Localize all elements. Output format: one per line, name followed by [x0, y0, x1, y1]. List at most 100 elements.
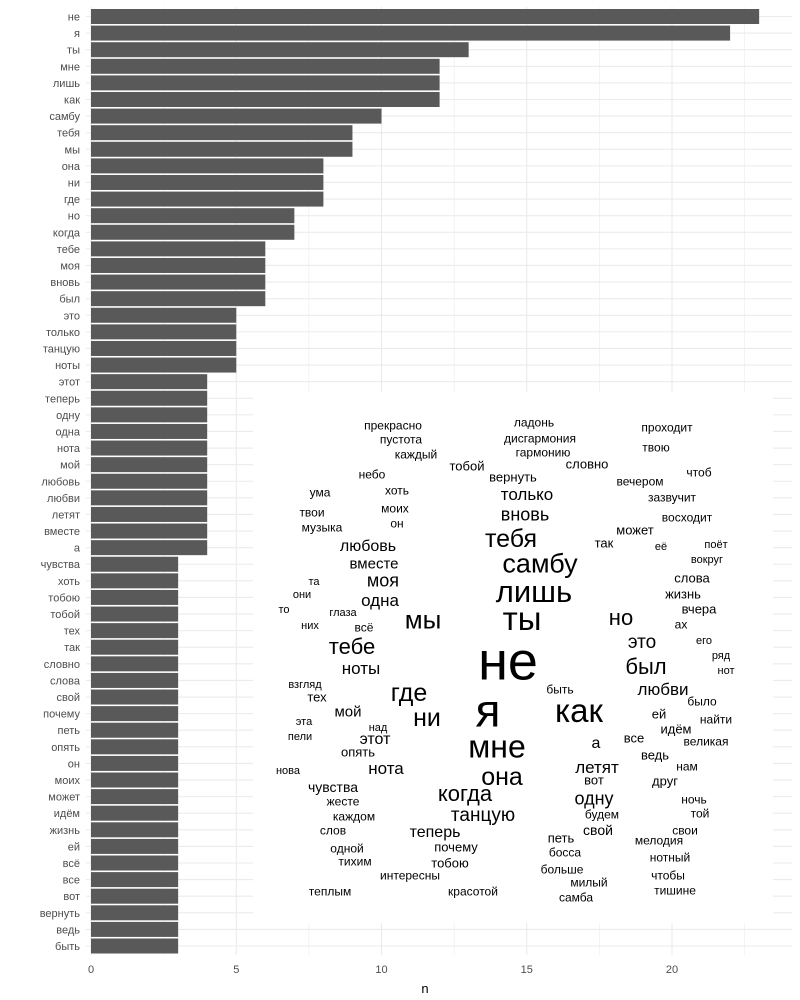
- bar-моих: [91, 772, 179, 788]
- bar-ноты: [91, 357, 237, 373]
- cloud-word: мне: [468, 729, 525, 765]
- cloud-word: ей: [652, 707, 667, 722]
- cloud-word: тихим: [338, 854, 371, 868]
- cloud-word: одной: [330, 841, 363, 855]
- cloud-word: нам: [676, 759, 698, 773]
- bar-словно: [91, 656, 179, 672]
- y-tick-label: петь: [58, 725, 81, 737]
- y-tick-label: жизнь: [50, 825, 81, 837]
- cloud-word: идём: [660, 722, 691, 737]
- x-tick-label: 0: [88, 964, 94, 976]
- bar-тобою: [91, 589, 179, 605]
- y-tick-label: свой: [57, 692, 80, 704]
- bar-тобой: [91, 606, 179, 622]
- cloud-word: слов: [320, 823, 346, 837]
- y-tick-label: ни: [68, 177, 80, 189]
- bar-не: [91, 9, 760, 24]
- y-tick-label: так: [64, 642, 80, 654]
- cloud-word: вчера: [682, 602, 718, 617]
- cloud-word: твои: [299, 505, 324, 519]
- cloud-word: её: [655, 541, 667, 553]
- cloud-word: гармонию: [516, 445, 571, 459]
- cloud-word: всё: [355, 620, 374, 634]
- cloud-word: поёт: [704, 539, 727, 551]
- cloud-word: музыка: [302, 520, 343, 534]
- cloud-word: тех: [307, 690, 327, 705]
- cloud-word: когда: [438, 781, 493, 806]
- bar-лишь: [91, 75, 440, 91]
- cloud-word: все: [624, 731, 645, 746]
- bar-любовь: [91, 473, 208, 489]
- y-tick-label: я: [74, 28, 80, 40]
- cloud-word: теплым: [309, 884, 351, 898]
- cloud-word: прекрасно: [364, 418, 422, 432]
- cloud-word: ноты: [342, 659, 380, 678]
- bar-моя: [91, 257, 266, 273]
- y-tick-label: словно: [44, 659, 80, 671]
- x-axis-ticks: 0 5 10 15 20: [88, 964, 678, 976]
- y-axis-labels: неятымнелишькаксамбутебямыонанигденокогд…: [40, 12, 81, 954]
- cloud-word: босса: [549, 845, 582, 859]
- y-tick-label: когда: [53, 227, 81, 239]
- cloud-word: не: [478, 631, 538, 691]
- bar-теперь: [91, 390, 208, 406]
- cloud-word: теперь: [410, 824, 461, 841]
- cloud-word: каждый: [395, 447, 438, 461]
- y-tick-label: быть: [55, 941, 80, 953]
- cloud-word: я: [476, 685, 501, 737]
- bar-как: [91, 91, 440, 107]
- y-tick-label: танцую: [43, 343, 80, 355]
- y-tick-label: мой: [60, 460, 80, 472]
- cloud-word: вечером: [616, 474, 663, 488]
- cloud-word: проходит: [641, 420, 693, 434]
- y-tick-label: тобою: [48, 592, 80, 604]
- x-axis-label: n: [421, 981, 428, 996]
- cloud-word: может: [616, 523, 654, 538]
- cloud-word: той: [691, 806, 710, 820]
- cloud-word: был: [625, 654, 666, 679]
- cloud-word: зазвучит: [648, 490, 697, 504]
- bar-самбу: [91, 108, 382, 124]
- bar-а: [91, 540, 208, 556]
- cloud-word: жизнь: [665, 587, 701, 602]
- cloud-word: мы: [405, 604, 442, 634]
- cloud-word: чувства: [308, 779, 358, 795]
- cloud-word: твою: [642, 440, 669, 454]
- cloud-word: над: [369, 722, 388, 734]
- cloud-word: дисгармония: [504, 431, 576, 445]
- y-tick-label: самбу: [49, 111, 80, 123]
- bar-чувства: [91, 556, 179, 572]
- cloud-word: слова: [674, 571, 710, 586]
- y-tick-label: моя: [60, 260, 80, 272]
- cloud-word: интересны: [380, 868, 440, 882]
- bar-вместе: [91, 523, 208, 539]
- y-tick-label: ноты: [55, 360, 80, 372]
- cloud-word: ума: [310, 485, 331, 499]
- cloud-word: летят: [575, 758, 619, 777]
- bar-мне: [91, 58, 440, 74]
- cloud-word: она: [481, 763, 523, 791]
- y-tick-label: все: [63, 875, 80, 887]
- cloud-word: найти: [700, 712, 732, 726]
- y-tick-label: только: [46, 327, 80, 339]
- cloud-word: то: [278, 604, 289, 616]
- bar-всё: [91, 855, 179, 871]
- y-tick-label: любви: [47, 493, 80, 505]
- cloud-word: пустота: [380, 432, 422, 446]
- cloud-word: нотный: [650, 850, 691, 864]
- word-cloud: прекраснопустотакаждыйладоньдисгармонияг…: [253, 392, 773, 923]
- bar-это: [91, 307, 237, 323]
- x-tick-label: 20: [666, 964, 678, 976]
- cloud-word: небо: [359, 467, 386, 481]
- cloud-word: было: [687, 694, 717, 708]
- cloud-word: мой: [334, 703, 361, 720]
- cloud-word: вокруг: [691, 554, 723, 566]
- bar-так: [91, 639, 179, 655]
- y-tick-label: был: [59, 294, 80, 306]
- y-tick-label: вот: [63, 891, 80, 903]
- cloud-word: красотой: [448, 884, 498, 898]
- bar-одну: [91, 407, 208, 423]
- cloud-word: мелодия: [635, 833, 683, 847]
- cloud-word: вместе: [350, 555, 399, 572]
